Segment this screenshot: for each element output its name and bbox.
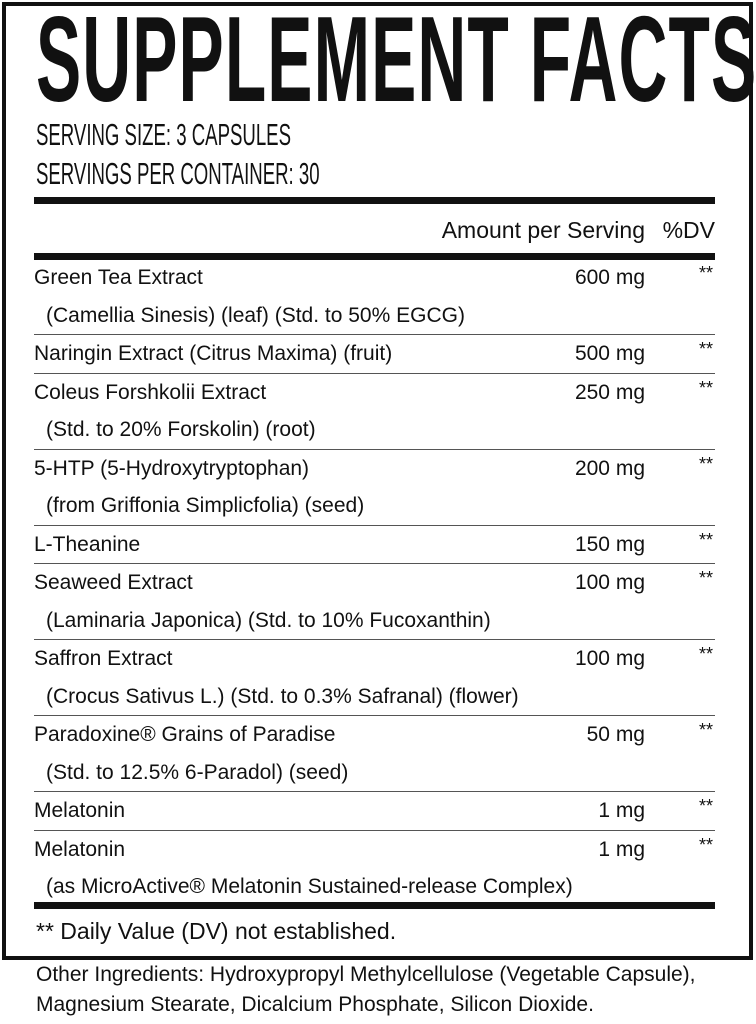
- ingredient-row: L-Theanine 150 mg **: [34, 526, 715, 564]
- ingredient-dv: **: [698, 568, 713, 588]
- amount-header: Amount per Serving: [441, 217, 645, 243]
- ingredient-dv: **: [698, 453, 713, 474]
- ingredient-detail: (Crocus Sativus L.) (Std. to 0.3% Safran…: [46, 684, 519, 708]
- ingredient-amount: 200 mg: [574, 456, 645, 480]
- ingredient-amount: 1 mg: [598, 837, 645, 861]
- divider: [34, 197, 715, 204]
- ingredient-row: Paradoxine® Grains of Paradise (Std. to 1…: [34, 716, 715, 792]
- other-ingredients-line: Magnesium Stearate, Dicalcium Phosphate,…: [36, 993, 594, 1016]
- ingredient-row: Coleus Forshkolii Extract (Std. to 20% Fo…: [34, 374, 715, 450]
- ingredient-dv: **: [698, 720, 713, 740]
- ingredient-amount: 600 mg: [574, 266, 645, 289]
- page-title: SUPPLEMENT FACTS: [36, 0, 756, 127]
- ingredient-name: L-Theanine: [34, 532, 141, 556]
- ingredient-name: 5-HTP (5-Hydroxytryptophan): [34, 456, 310, 480]
- ingredient-dv: **: [698, 377, 713, 398]
- divider: [34, 902, 715, 909]
- ingredient-name: Melatonin: [34, 799, 126, 822]
- ingredient-amount: 100 mg: [574, 571, 645, 594]
- ingredient-row: Melatonin 1 mg **: [34, 792, 715, 831]
- ingredient-name: Saffron Extract: [34, 647, 173, 670]
- ingredient-dv: **: [698, 834, 713, 855]
- ingredient-detail: (Std. to 20% Forskolin) (root): [46, 418, 316, 441]
- ingredient-amount: 250 mg: [574, 380, 645, 404]
- ingredient-name: Melatonin: [34, 837, 126, 861]
- ingredient-name: Naringin Extract (Citrus Maxima) (fruit): [34, 342, 393, 365]
- ingredient-name: Paradoxine® Grains of Paradise: [34, 723, 336, 746]
- ingredient-dv: **: [698, 339, 713, 359]
- ingredient-row: Seaweed Extract (Laminaria Japonica) (Std…: [34, 564, 715, 640]
- ingredient-row: Melatonin (as MicroActive® Melatonin Sust…: [34, 831, 715, 906]
- dv-header: %DV: [662, 217, 715, 243]
- ingredient-name: Coleus Forshkolii Extract: [34, 380, 267, 404]
- servings-per-container: SERVINGS PER CONTAINER: 30: [36, 156, 320, 191]
- ingredient-dv: **: [698, 263, 713, 283]
- ingredient-amount: 500 mg: [574, 342, 645, 365]
- ingredient-amount: 150 mg: [574, 532, 645, 556]
- ingredient-detail: (from Griffonia Simplicfolia) (seed): [46, 494, 365, 517]
- ingredient-detail: (Camellia Sinesis) (leaf) (Std. to 50% E…: [46, 303, 465, 327]
- ingredient-row: Saffron Extract (Crocus Sativus L.) (Std.…: [34, 640, 715, 716]
- ingredient-amount: 1 mg: [598, 799, 645, 822]
- ingredient-detail: (Laminaria Japonica) (Std. to 10% Fucoxa…: [46, 608, 491, 632]
- ingredient-name: Seaweed Extract: [34, 571, 193, 594]
- ingredient-row: 5-HTP (5-Hydroxytryptophan) (from Griffon…: [34, 450, 715, 526]
- ingredient-dv: **: [698, 644, 713, 664]
- ingredient-row: Green Tea Extract (Camellia Sinesis) (lea…: [34, 259, 715, 335]
- ingredient-table: Green Tea Extract (Camellia Sinesis) (lea…: [34, 259, 715, 906]
- divider: [34, 253, 715, 260]
- ingredient-detail: (Std. to 12.5% 6-Paradol) (seed): [46, 760, 349, 784]
- ingredient-amount: 50 mg: [586, 723, 645, 746]
- ingredient-amount: 100 mg: [574, 647, 645, 670]
- other-ingredients-line: Other Ingredients: Hydroxypropyl Methylc…: [36, 963, 696, 986]
- ingredient-dv: **: [698, 529, 713, 550]
- ingredient-row: Naringin Extract (Citrus Maxima) (fruit)…: [34, 335, 715, 374]
- ingredient-dv: **: [698, 796, 713, 816]
- ingredient-name: Green Tea Extract: [34, 266, 203, 289]
- supplement-facts-panel: [2, 2, 753, 960]
- other-ingredients: Other Ingredients: Hydroxypropyl Methylc…: [36, 960, 756, 1020]
- footnote: ** Daily Value (DV) not established.: [36, 918, 397, 944]
- column-header: Amount per Serving %DV: [34, 212, 715, 248]
- serving-size: SERVING SIZE: 3 CAPSULES: [36, 117, 291, 152]
- ingredient-detail: (as MicroActive® Melatonin Sustained-rel…: [46, 875, 573, 898]
